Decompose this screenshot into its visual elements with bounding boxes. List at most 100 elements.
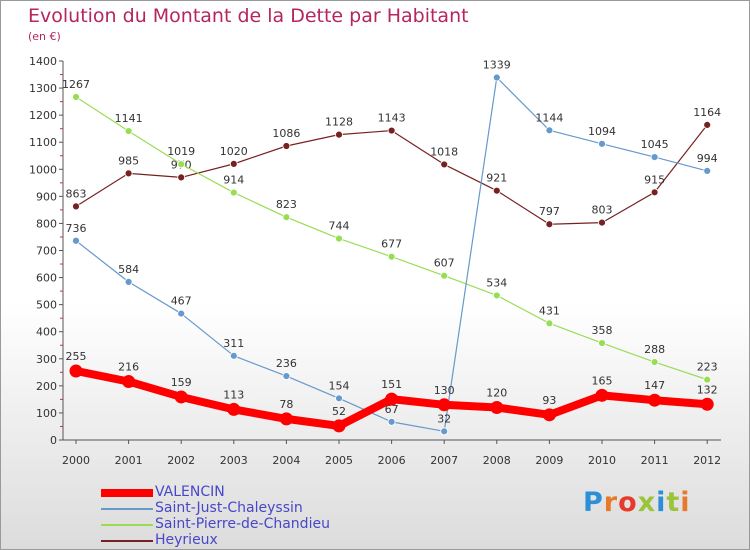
data-label: 797 <box>539 205 560 218</box>
x-tick-label: 2001 <box>115 454 143 467</box>
data-point <box>387 417 396 426</box>
logo-letter: P <box>583 487 604 518</box>
data-point <box>282 142 291 150</box>
data-label: 223 <box>697 361 718 374</box>
data-label: 151 <box>381 378 402 391</box>
data-label: 994 <box>697 152 718 165</box>
data-point <box>177 309 186 318</box>
data-point <box>545 220 554 229</box>
legend-label: Saint-Just-Chaleyssin <box>155 500 303 516</box>
data-label: 431 <box>539 304 560 317</box>
logo-letter: x <box>637 487 657 518</box>
y-tick-label: 500 <box>36 299 57 312</box>
data-point <box>545 319 554 328</box>
data-label: 93 <box>542 394 556 407</box>
data-point <box>227 402 241 416</box>
y-tick-label: 1100 <box>29 136 57 149</box>
data-point <box>124 169 133 178</box>
data-point <box>387 126 396 135</box>
data-label: 1164 <box>693 106 721 119</box>
data-label: 236 <box>276 357 297 370</box>
data-label: 534 <box>486 276 507 289</box>
x-tick-label: 2006 <box>378 454 406 467</box>
data-point <box>174 390 188 404</box>
data-point <box>440 271 449 280</box>
data-label: 1267 <box>62 78 90 91</box>
data-point <box>124 278 133 286</box>
data-label: 1018 <box>430 145 458 158</box>
data-label: 120 <box>486 387 507 400</box>
x-tick-label: 2008 <box>483 454 511 467</box>
y-tick-label: 1400 <box>29 55 57 68</box>
data-point <box>700 397 714 411</box>
data-point <box>650 188 659 197</box>
legend-label: VALENCIN <box>155 484 225 500</box>
data-point <box>72 93 80 101</box>
data-label: 1143 <box>378 112 406 125</box>
y-tick-label: 300 <box>36 353 57 366</box>
data-point <box>335 130 343 139</box>
data-point <box>282 372 291 381</box>
data-label: 147 <box>644 379 665 392</box>
x-tick-label: 2011 <box>641 454 669 467</box>
data-label: 165 <box>592 374 613 387</box>
legend-label: Saint-Pierre-de-Chandieu <box>155 516 330 532</box>
data-point <box>650 358 659 366</box>
x-tick-label: 2005 <box>325 454 353 467</box>
data-point <box>598 218 606 227</box>
data-point <box>387 252 396 261</box>
y-tick-label: 0 <box>50 434 57 447</box>
data-label: 255 <box>66 350 87 363</box>
x-tick-label: 2000 <box>62 454 90 467</box>
logo-letter: i <box>656 487 667 518</box>
data-point <box>279 412 293 426</box>
x-tick-label: 2009 <box>535 454 563 467</box>
data-point <box>335 234 343 243</box>
data-point <box>437 398 451 412</box>
data-label: 823 <box>276 198 297 211</box>
data-point <box>598 339 606 347</box>
data-point <box>492 291 501 300</box>
legend-swatch <box>101 540 153 542</box>
data-point <box>440 160 449 169</box>
data-label: 78 <box>279 398 293 411</box>
data-point <box>490 401 504 415</box>
data-point <box>703 167 712 175</box>
data-point <box>703 375 712 384</box>
data-label: 1094 <box>588 125 616 138</box>
legend-label: Heyrieux <box>155 532 218 548</box>
data-label: 1020 <box>220 145 248 158</box>
data-point <box>703 120 712 129</box>
data-label: 677 <box>381 238 402 251</box>
data-point <box>229 351 238 360</box>
y-tick-label: 100 <box>36 407 57 420</box>
data-label: 32 <box>437 412 451 425</box>
legend-swatch <box>101 508 153 510</box>
y-tick-label: 600 <box>36 272 57 285</box>
data-label: 216 <box>118 361 139 374</box>
data-point <box>69 364 83 378</box>
y-tick-label: 200 <box>36 380 57 393</box>
data-label: 1144 <box>535 111 563 124</box>
data-label: 803 <box>592 204 613 217</box>
data-point <box>124 127 133 136</box>
chart-title: Evolution du Montant de la Dette par Hab… <box>28 5 469 27</box>
data-point <box>492 73 501 82</box>
data-point <box>72 236 80 245</box>
series-line <box>75 124 708 225</box>
data-point <box>177 173 186 182</box>
data-point <box>335 394 343 403</box>
data-point <box>598 139 606 148</box>
logo-letter: t <box>666 487 681 518</box>
chart-unit: (en €) <box>28 30 61 43</box>
data-label: 467 <box>171 295 192 308</box>
y-tick-label: 800 <box>36 217 57 230</box>
data-label: 914 <box>223 174 244 187</box>
legend-swatch <box>101 489 153 497</box>
logo-letter: i <box>680 487 691 518</box>
y-tick-label: 1200 <box>29 109 57 122</box>
data-label: 736 <box>66 222 87 235</box>
data-label: 863 <box>66 187 87 200</box>
data-label: 358 <box>592 324 613 337</box>
